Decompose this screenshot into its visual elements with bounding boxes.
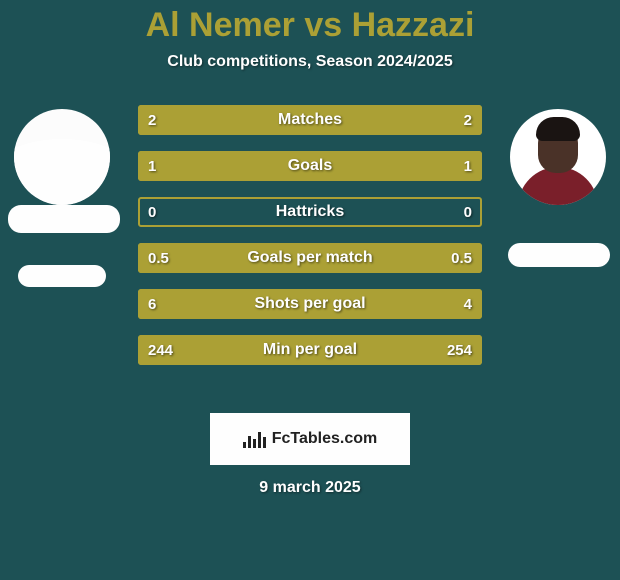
stat-label: Matches [138, 105, 482, 135]
stat-row: Hattricks0 0 [138, 197, 482, 227]
player-left-avatar [14, 109, 110, 205]
stat-value-left: 244 [138, 335, 183, 365]
player-left-pill [8, 205, 120, 233]
stat-value-left: 0.5 [138, 243, 179, 273]
card-content: Al Nemer vs Hazzazi Club competitions, S… [0, 0, 620, 580]
stat-value-left: 1 [138, 151, 166, 181]
stat-label: Min per goal [138, 335, 482, 365]
subtitle: Club competitions, Season 2024/2025 [0, 53, 620, 71]
logo-text: FcTables.com [272, 430, 378, 448]
logo-box: FcTables.com [210, 413, 410, 465]
stat-value-right: 4 [454, 289, 482, 319]
stat-value-right: 0.5 [441, 243, 482, 273]
page-title: Al Nemer vs Hazzazi [0, 6, 620, 45]
stat-row: Min per goal244 254 [138, 335, 482, 365]
stat-row: Goals per match0.5 0.5 [138, 243, 482, 273]
stat-row: Goals1 1 [138, 151, 482, 181]
player-right-pill [508, 243, 610, 267]
stat-value-left: 0 [138, 197, 166, 227]
stat-value-right: 0 [454, 197, 482, 227]
stat-label: Shots per goal [138, 289, 482, 319]
stat-label: Goals per match [138, 243, 482, 273]
stat-area: Matches2 2 Goals1 1 Hattricks0 0 Goals per mat… [0, 105, 620, 395]
player-left-pill-2 [18, 265, 106, 287]
date-text: 9 march 2025 [0, 479, 620, 497]
stat-label: Hattricks [138, 197, 482, 227]
chart-icon [243, 430, 266, 448]
stat-row: Matches2 2 [138, 105, 482, 135]
stat-value-right: 254 [437, 335, 482, 365]
stat-label: Goals [138, 151, 482, 181]
stat-value-right: 2 [454, 105, 482, 135]
player-right-avatar [510, 109, 606, 205]
stat-value-right: 1 [454, 151, 482, 181]
stat-bars: Matches2 2 Goals1 1 Hattricks0 0 Goals per mat… [138, 105, 482, 381]
stat-value-left: 2 [138, 105, 166, 135]
stat-row: Shots per goal6 4 [138, 289, 482, 319]
stat-value-left: 6 [138, 289, 166, 319]
